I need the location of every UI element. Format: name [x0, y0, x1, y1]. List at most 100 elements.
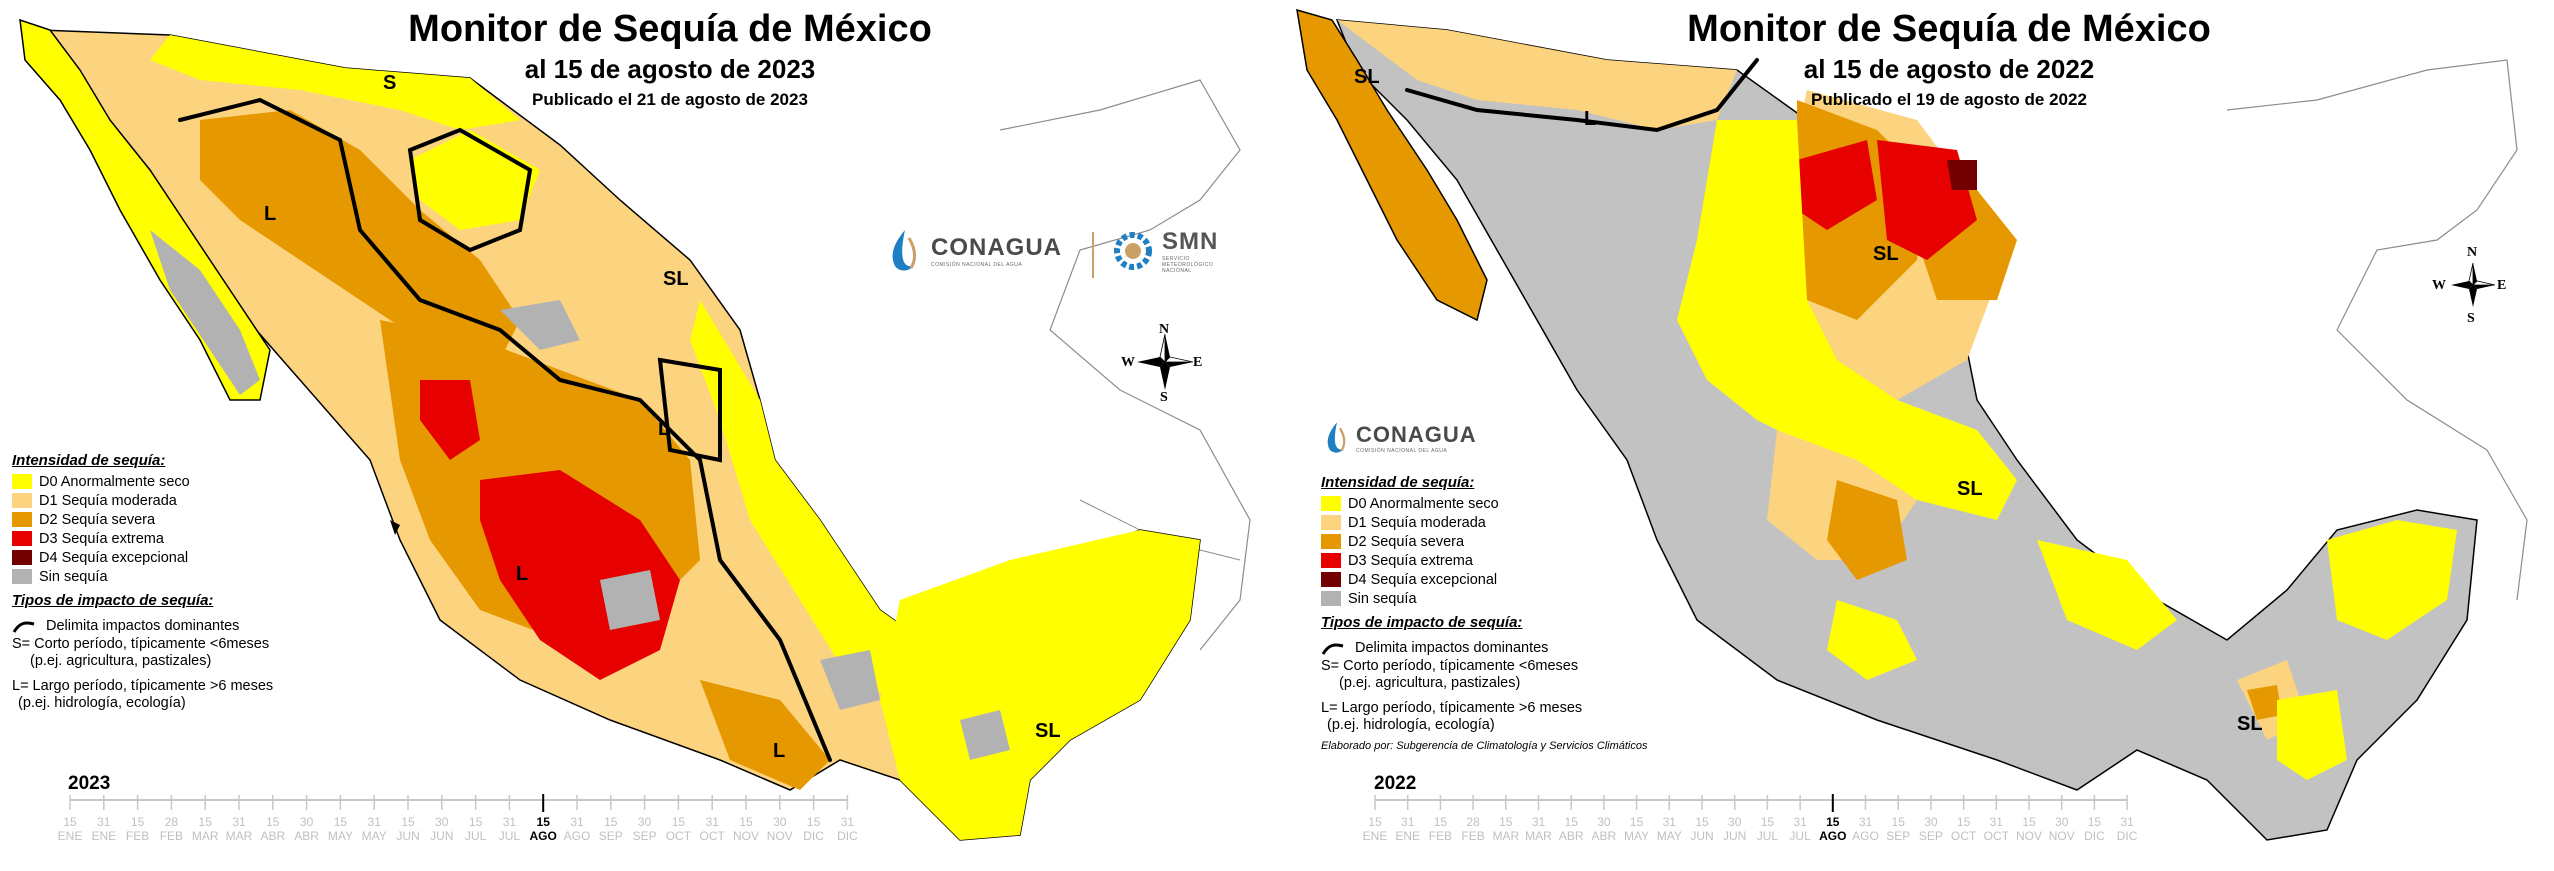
timeline-day-label: 15 [537, 815, 551, 829]
legend-heading: Intensidad de sequía: [1321, 474, 1475, 491]
timeline-month-label: DIC [837, 829, 858, 843]
timeline-day-label: 15 [1695, 815, 1709, 829]
no-drought-spot-1 [500, 300, 580, 350]
legend-item: D1 Sequía moderada [12, 491, 273, 510]
legend-swatch [1321, 553, 1341, 568]
long-term-example: (p.ej. hidrología, ecología) [18, 695, 186, 711]
compass-east: E [1193, 355, 1203, 370]
timeline-day-label: 15 [739, 815, 753, 829]
timeline-month-label: OCT [1951, 829, 1977, 843]
mexico-drought-map-2023 [19, 18, 1251, 841]
timeline-month-label: ABR [294, 829, 319, 843]
map-label: S [383, 72, 397, 94]
short-term-label: S= Corto período, típicamente <6meses [1321, 658, 1579, 674]
timeline-month-label: MAY [1624, 829, 1649, 843]
map-label: L [516, 563, 529, 585]
timeline-day-label: 31 [1990, 815, 2004, 829]
boundary-label: Delimita impactos dominantes [1355, 640, 1549, 656]
d0-yucatan [880, 530, 1200, 840]
timeline-day-label: 15 [1892, 815, 1906, 829]
legend-swatch [1321, 572, 1341, 587]
map-label: L [1584, 108, 1597, 130]
d2-central-spot [1827, 480, 1907, 580]
timeline-month-label: AGO [1819, 829, 1846, 843]
timeline-month-label: NOV [733, 829, 759, 843]
conagua-emblem-icon [892, 230, 917, 271]
d0-veracruz [2037, 540, 2177, 650]
no-drought-spot-4 [600, 570, 660, 630]
timeline-day-label: 15 [334, 815, 348, 829]
d2-south-spot [2247, 685, 2282, 720]
legend-swatch [12, 531, 32, 546]
timeline-day-label: 30 [1597, 815, 1611, 829]
timeline-day-label: 30 [1924, 815, 1938, 829]
timeline-month-label: ABR [1592, 829, 1617, 843]
short-term-example: (p.ej. agricultura, pastizales) [1339, 675, 1521, 691]
map-title: Monitor de Sequía de México [1687, 8, 2211, 50]
timeline-month-label: MAR [192, 829, 219, 843]
impact-heading: Tipos de impacto de sequía: [12, 592, 214, 609]
compass-north: N [1159, 322, 1170, 337]
timeline-day-label: 31 [1859, 815, 1873, 829]
compass-rose-icon [1137, 333, 1194, 390]
timeline-month-label: FEB [1461, 829, 1484, 843]
drought-legend: Intensidad de sequía: D0 Anormalmente se… [12, 448, 273, 712]
timeline-month-label: ENE [1395, 829, 1420, 843]
timeline-day-label: 15 [1368, 815, 1382, 829]
legend-swatch [12, 474, 32, 489]
timeline-month-label: ENE [1363, 829, 1388, 843]
map-label: L [773, 740, 786, 762]
timeline-month-label: AGO [1852, 829, 1879, 843]
legend-label: Sin sequía [1348, 590, 1417, 607]
timeline-month-label: DIC [2084, 829, 2105, 843]
no-drought-spot-3 [960, 710, 1010, 760]
legend-item: D3 Sequía extrema [1321, 551, 1648, 570]
d2-oaxaca [700, 680, 830, 790]
map-label: SL [1354, 66, 1380, 88]
timeline-day-label: 15 [1434, 815, 1448, 829]
legend-label: D0 Anormalmente seco [39, 473, 190, 490]
d2-sierra-madre [200, 110, 520, 360]
legend-label: D3 Sequía extrema [1348, 552, 1473, 569]
compass-east: E [2497, 278, 2507, 293]
d0-gulf-coast [690, 300, 950, 700]
credit-line: Elaborado por: Subgerencia de Climatolog… [1321, 740, 1648, 752]
timeline-day-label: 28 [165, 815, 179, 829]
compass-south: S [2467, 311, 2475, 326]
usa-gulf-coast-outline [2226, 59, 2528, 601]
conagua-logo: CONAGUA COMISIÓN NACIONAL DEL AGUA [1322, 420, 1477, 456]
timeline-month-label: SEP [1886, 829, 1910, 843]
timeline-month-label: ABR [1559, 829, 1584, 843]
timeline-day-label: 31 [2120, 815, 2134, 829]
timeline-month-label: SEP [1919, 829, 1943, 843]
timeline-day-label: 15 [672, 815, 686, 829]
drought-map-panel-2022: SL L SL SL SL Monitor de Sequía de Méxic… [1277, 0, 2554, 871]
timeline-month-label: ENE [91, 829, 116, 843]
timeline-day-label: 15 [469, 815, 483, 829]
timeline-month-label: MAR [226, 829, 253, 843]
timeline-month-label: FEB [1429, 829, 1452, 843]
timeline-day-label: 30 [435, 815, 449, 829]
timeline-month-label: ENE [58, 829, 83, 843]
legend-swatch [1321, 496, 1341, 511]
timeline-month-label: ABR [260, 829, 285, 843]
timeline-day-label: 31 [841, 815, 855, 829]
boundary-line-icon [12, 621, 35, 633]
timeline-month-label: JUL [1789, 829, 1811, 843]
timeline-month-label: FEB [160, 829, 183, 843]
legend-label: D0 Anormalmente seco [1348, 495, 1499, 512]
boundary-label: Delimita impactos dominantes [46, 618, 240, 634]
legend-item: D2 Sequía severa [1321, 532, 1648, 551]
legend-label: D4 Sequía excepcional [39, 549, 189, 566]
published-date: Publicado el 19 de agosto de 2022 [1811, 90, 2087, 109]
compass-south: S [1160, 390, 1168, 405]
timeline-day-label: 31 [368, 815, 382, 829]
timeline-month-label: MAY [1657, 829, 1682, 843]
boundary-line-icon [1321, 643, 1344, 655]
logo-divider [1092, 232, 1094, 278]
timeline-month-label: MAY [328, 829, 353, 843]
legend-item: D4 Sequía excepcional [1321, 570, 1648, 589]
d3-coahuila-west [1797, 140, 1877, 230]
timeline-month-label: SEP [599, 829, 623, 843]
compass-north: N [2467, 245, 2478, 260]
